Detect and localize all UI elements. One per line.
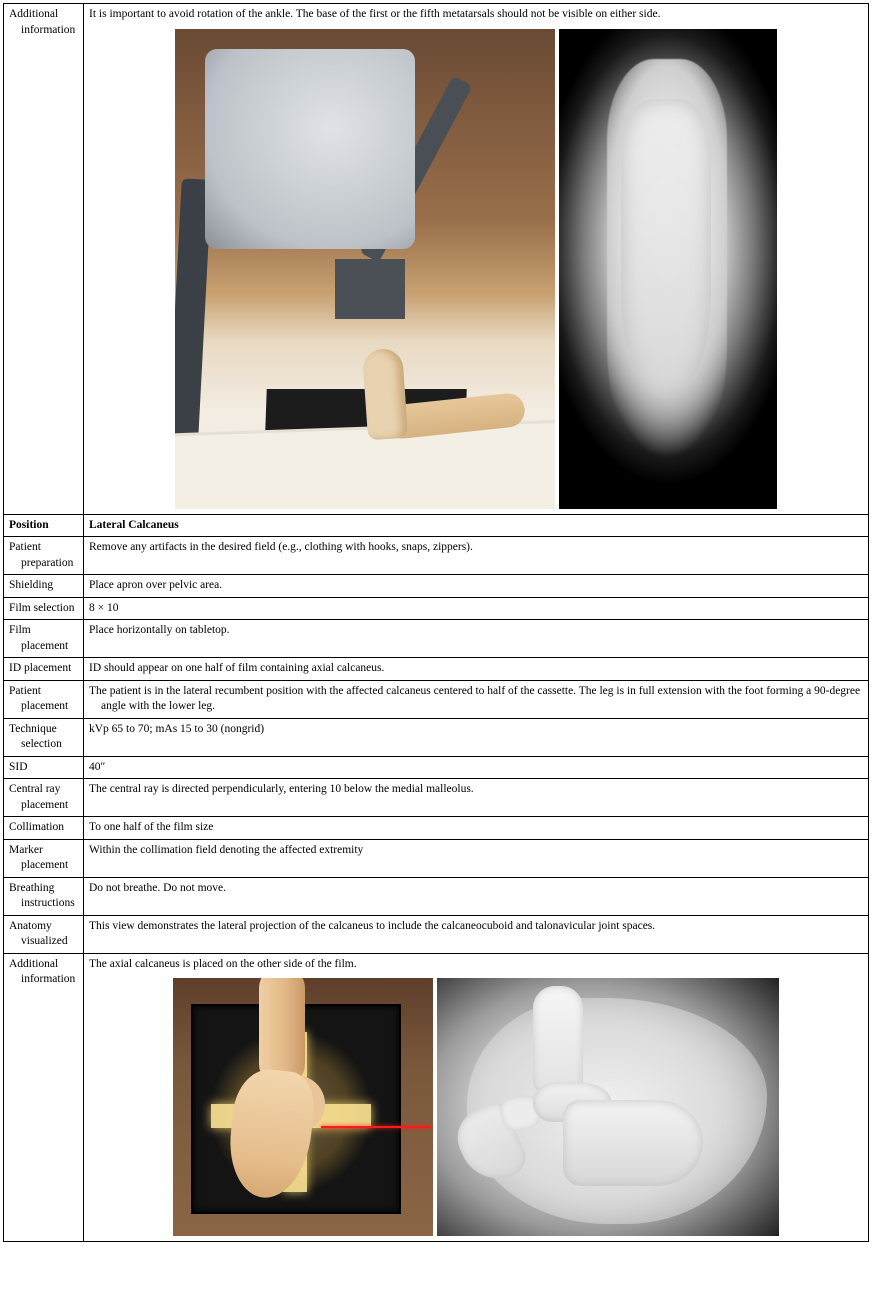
label-position: Position <box>4 514 84 537</box>
row-additional-info-2: Additional information The axial calcane… <box>4 953 869 1242</box>
value-film-placement: Place horizontally on tabletop. <box>84 620 869 658</box>
row-additional-info-1: Additional information It is important t… <box>4 4 869 515</box>
label-central-ray-placement: Central ray placement <box>4 779 84 817</box>
row-anatomy-visualized: Anatomy visualized This view demonstrate… <box>4 915 869 953</box>
image-row-1 <box>89 29 863 509</box>
value-film-selection: 8 × 10 <box>84 597 869 620</box>
label-collimation: Collimation <box>4 817 84 840</box>
row-breathing-instructions: Breathing instructions Do not breathe. D… <box>4 877 869 915</box>
value-sid: 40″ <box>84 756 869 779</box>
value-additional-info-1: It is important to avoid rotation of the… <box>84 4 869 515</box>
label-additional-info-1: Additional information <box>4 4 84 515</box>
text-additional-info-1: It is important to avoid rotation of the… <box>89 8 660 20</box>
label-patient-preparation: Patient preparation <box>4 537 84 575</box>
label-additional-info-2: Additional information <box>4 953 84 1242</box>
row-id-placement: ID placement ID should appear on one hal… <box>4 658 869 681</box>
image-lateral-foot-photo <box>173 978 433 1236</box>
value-patient-preparation: Remove any artifacts in the desired fiel… <box>84 537 869 575</box>
label-sid: SID <box>4 756 84 779</box>
label-film-placement: Film placement <box>4 620 84 658</box>
value-central-ray-placement: The central ray is directed perpendicula… <box>84 779 869 817</box>
value-additional-info-2: The axial calcaneus is placed on the oth… <box>84 953 869 1242</box>
value-technique-selection: kVp 65 to 70; mAs 15 to 30 (nongrid) <box>84 718 869 756</box>
label-film-selection: Film selection <box>4 597 84 620</box>
row-patient-placement: Patient placement The patient is in the … <box>4 680 869 718</box>
value-id-placement: ID should appear on one half of film con… <box>84 658 869 681</box>
value-collimation: To one half of the film size <box>84 817 869 840</box>
label-patient-placement: Patient placement <box>4 680 84 718</box>
value-marker-placement: Within the collimation field denoting th… <box>84 839 869 877</box>
value-shielding: Place apron over pelvic area. <box>84 575 869 598</box>
image-lateral-calcaneus-xray <box>437 978 779 1236</box>
label-marker-placement: Marker placement <box>4 839 84 877</box>
row-collimation: Collimation To one half of the film size <box>4 817 869 840</box>
row-position-header: Position Lateral Calcaneus <box>4 514 869 537</box>
label-id-placement: ID placement <box>4 658 84 681</box>
row-film-placement: Film placement Place horizontally on tab… <box>4 620 869 658</box>
value-anatomy-visualized: This view demonstrates the lateral proje… <box>84 915 869 953</box>
row-technique-selection: Technique selection kVp 65 to 70; mAs 15… <box>4 718 869 756</box>
image-row-2 <box>89 978 863 1236</box>
label-shielding: Shielding <box>4 575 84 598</box>
positioning-table: Additional information It is important t… <box>3 3 869 1242</box>
row-marker-placement: Marker placement Within the collimation … <box>4 839 869 877</box>
row-sid: SID 40″ <box>4 756 869 779</box>
image-xray-room-photo <box>175 29 555 509</box>
image-axial-calcaneus-xray <box>559 29 777 509</box>
text-additional-info-2: The axial calcaneus is placed on the oth… <box>89 958 357 970</box>
row-patient-preparation: Patient preparation Remove any artifacts… <box>4 537 869 575</box>
value-position: Lateral Calcaneus <box>84 514 869 537</box>
row-film-selection: Film selection 8 × 10 <box>4 597 869 620</box>
value-breathing-instructions: Do not breathe. Do not move. <box>84 877 869 915</box>
label-breathing-instructions: Breathing instructions <box>4 877 84 915</box>
label-technique-selection: Technique selection <box>4 718 84 756</box>
row-central-ray-placement: Central ray placement The central ray is… <box>4 779 869 817</box>
row-shielding: Shielding Place apron over pelvic area. <box>4 575 869 598</box>
label-anatomy-visualized: Anatomy visualized <box>4 915 84 953</box>
value-patient-placement: The patient is in the lateral recumbent … <box>84 680 869 718</box>
